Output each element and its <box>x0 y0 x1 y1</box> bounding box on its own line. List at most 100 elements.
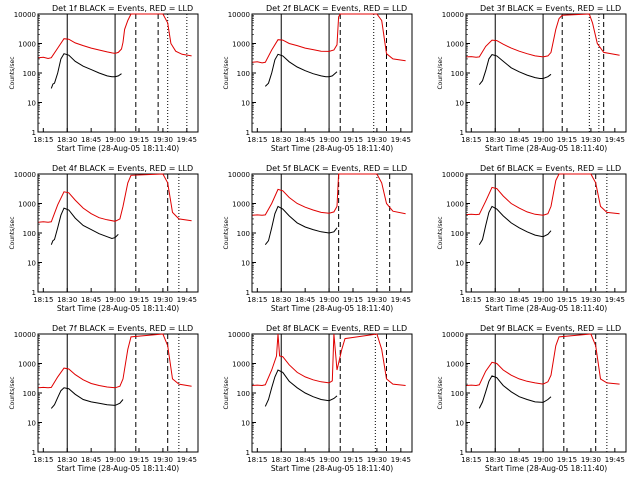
plot-frame <box>251 13 413 133</box>
chart-title: Det 1f BLACK = Events, RED = LLD <box>52 4 193 13</box>
chart-title: Det 5f BLACK = Events, RED = LLD <box>266 164 407 173</box>
x-tick-label: 19:15 <box>129 136 149 144</box>
lld-series-line <box>252 13 406 64</box>
chart-panel: Det 4f BLACK = Events, RED = LLD 1 10 100 10… <box>9 164 199 313</box>
x-tick-label: 19:15 <box>557 456 577 464</box>
y-tick-label: 1000 <box>446 361 464 369</box>
y-tick-label: 100 <box>237 390 250 398</box>
chart-title: Det 3f BLACK = Events, RED = LLD <box>480 4 621 13</box>
lld-series-line <box>252 333 406 387</box>
lld-series-line <box>466 173 620 216</box>
x-tick-label: 19:45 <box>605 296 625 304</box>
chart-title: Det 4f BLACK = Events, RED = LLD <box>52 164 193 173</box>
x-tick-label: 19:00 <box>319 296 339 304</box>
chart-title: Det 7f BLACK = Events, RED = LLD <box>52 324 193 333</box>
y-tick-label: 10000 <box>442 171 464 179</box>
x-tick-label: 18:45 <box>81 456 101 464</box>
x-tick-label: 19:00 <box>105 296 125 304</box>
x-tick-label: 18:15 <box>461 296 481 304</box>
y-tick-label: 10 <box>27 260 36 268</box>
x-tick-label: 19:45 <box>605 456 625 464</box>
x-tick-label: 19:45 <box>177 136 197 144</box>
events-series-line <box>264 53 338 87</box>
x-tick-label: 18:30 <box>271 456 291 464</box>
y-tick-label: 1000 <box>232 201 250 209</box>
x-tick-label: 19:15 <box>343 296 363 304</box>
events-series-line <box>50 387 124 409</box>
x-axis-label: Start Time (28-Aug-05 18:11:40) <box>485 144 607 153</box>
lld-series-line <box>38 13 192 60</box>
x-tick-label: 19:30 <box>153 136 173 144</box>
plot-frame <box>465 333 627 453</box>
chart-panel: Det 1f BLACK = Events, RED = LLD 1 10 100 10… <box>9 4 199 153</box>
x-tick-label: 18:15 <box>247 136 267 144</box>
x-tick-label: 19:30 <box>367 456 387 464</box>
y-tick-label: 10000 <box>442 331 464 339</box>
x-tick-label: 19:00 <box>319 456 339 464</box>
x-tick-label: 18:45 <box>509 296 529 304</box>
x-tick-label: 18:45 <box>295 296 315 304</box>
x-tick-label: 19:00 <box>533 296 553 304</box>
y-tick-label: 1 <box>460 449 464 457</box>
y-tick-label: 100 <box>451 70 464 78</box>
chart-title: Det 8f BLACK = Events, RED = LLD <box>266 324 407 333</box>
x-axis-label: Start Time (28-Aug-05 18:11:40) <box>485 304 607 313</box>
x-tick-label: 19:45 <box>177 296 197 304</box>
x-tick-label: 18:45 <box>295 456 315 464</box>
plot-frame <box>465 13 627 133</box>
x-tick-label: 19:00 <box>105 456 125 464</box>
y-tick-label: 10000 <box>228 331 250 339</box>
y-tick-label: 10000 <box>14 331 36 339</box>
y-tick-label: 10000 <box>14 171 36 179</box>
y-tick-label: 100 <box>23 230 36 238</box>
x-tick-label: 18:45 <box>295 136 315 144</box>
x-tick-label: 18:15 <box>33 136 53 144</box>
x-tick-label: 18:15 <box>247 456 267 464</box>
y-tick-label: 100 <box>23 390 36 398</box>
y-tick-label: 100 <box>237 70 250 78</box>
x-tick-label: 19:45 <box>605 136 625 144</box>
y-tick-label: 10000 <box>442 11 464 19</box>
y-tick-label: 1 <box>246 449 250 457</box>
y-axis-label: Counts/sec <box>9 376 16 409</box>
x-tick-label: 18:15 <box>461 456 481 464</box>
x-tick-label: 19:00 <box>319 136 339 144</box>
x-tick-label: 19:30 <box>367 136 387 144</box>
lld-series-line <box>466 13 620 58</box>
x-tick-label: 19:15 <box>557 136 577 144</box>
plot-frame <box>251 173 413 293</box>
x-axis-label: Start Time (28-Aug-05 18:11:40) <box>271 144 393 153</box>
x-tick-label: 18:30 <box>271 136 291 144</box>
x-axis-label: Start Time (28-Aug-05 18:11:40) <box>57 464 179 473</box>
x-tick-label: 18:15 <box>247 296 267 304</box>
x-tick-label: 18:15 <box>33 456 53 464</box>
y-tick-label: 100 <box>451 230 464 238</box>
x-axis-label: Start Time (28-Aug-05 18:11:40) <box>57 144 179 153</box>
y-axis-label: Counts/sec <box>9 216 16 249</box>
y-tick-label: 1000 <box>446 201 464 209</box>
events-series-line <box>478 375 552 409</box>
chart-panel: Det 6f BLACK = Events, RED = LLD 1 10 100 10… <box>437 164 627 313</box>
plot-frame <box>37 173 199 293</box>
x-tick-label: 19:00 <box>105 136 125 144</box>
plot-frame <box>251 333 413 453</box>
events-series-line <box>478 54 552 86</box>
y-tick-label: 10000 <box>228 11 250 19</box>
events-series-line <box>50 207 119 245</box>
x-tick-label: 18:30 <box>271 296 291 304</box>
x-tick-label: 19:15 <box>129 296 149 304</box>
x-tick-label: 19:15 <box>557 296 577 304</box>
x-tick-label: 18:45 <box>509 136 529 144</box>
y-tick-label: 100 <box>451 390 464 398</box>
lld-series-line <box>38 173 192 223</box>
chart-panel: Det 9f BLACK = Events, RED = LLD 1 10 100 10… <box>437 324 627 473</box>
x-tick-label: 18:15 <box>33 296 53 304</box>
x-tick-label: 18:30 <box>485 136 505 144</box>
y-tick-label: 1000 <box>446 41 464 49</box>
y-tick-label: 10 <box>241 420 250 428</box>
y-tick-label: 100 <box>23 70 36 78</box>
y-tick-label: 10 <box>455 100 464 108</box>
y-axis-label: Counts/sec <box>437 56 444 89</box>
x-tick-label: 19:15 <box>343 456 363 464</box>
